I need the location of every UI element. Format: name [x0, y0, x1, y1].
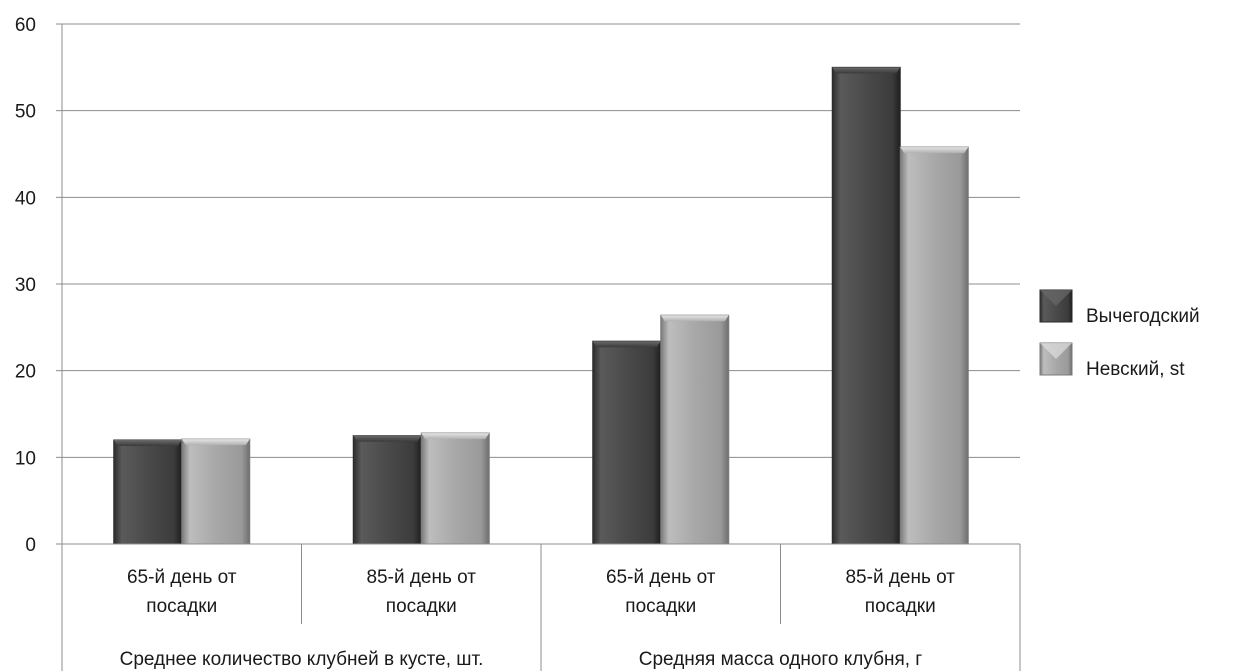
y-tick-label: 30: [15, 275, 36, 296]
bar-body: [831, 66, 901, 545]
y-tick-label: 50: [15, 102, 36, 123]
y-tick-label: 10: [15, 448, 36, 469]
bar-top-bevel: [900, 147, 969, 154]
bar: [660, 314, 730, 545]
y-axis: 0 10 20 30 40 50 60: [15, 15, 63, 556]
bar-body: [592, 340, 662, 545]
bar-body: [420, 432, 490, 545]
bar: [899, 146, 969, 545]
bar-top-bevel: [353, 435, 422, 442]
bar-body: [181, 438, 251, 545]
bar-top-bevel: [181, 439, 250, 446]
y-tick-label: 60: [15, 15, 36, 36]
group-label: Средняя масса одного клубня, г: [639, 649, 923, 670]
y-tick-label: 40: [15, 188, 36, 209]
bar: [113, 439, 183, 545]
category-label-line2: посадки: [386, 596, 457, 617]
bar-body: [113, 439, 183, 545]
y-tick-label: 0: [25, 535, 36, 556]
y-tick-label: 20: [15, 362, 36, 383]
legend-label: Вычегодский: [1086, 306, 1200, 327]
category-label-line1: 65-й день от: [606, 567, 716, 588]
bar-top-bevel: [113, 440, 182, 446]
bar-top-bevel: [832, 67, 901, 74]
bars: [113, 66, 969, 545]
legend-swatch-bevel: [1040, 290, 1072, 306]
x-axis: 65-й день от посадки 85-й день от посадки 65…: [61, 543, 1021, 671]
bar-body: [352, 435, 422, 545]
bar: [592, 340, 662, 545]
bar-body: [660, 314, 730, 545]
legend-swatch-bevel: [1040, 343, 1072, 359]
category-label-line1: 65-й день от: [127, 567, 237, 588]
bar: [420, 432, 490, 545]
bar: [831, 66, 901, 545]
legend-label: Невский, st: [1086, 359, 1185, 380]
legend: Вычегодский Невский, st: [1039, 289, 1200, 380]
bar-body: [899, 146, 969, 545]
bar-top-bevel: [660, 315, 729, 322]
bar-top-bevel: [421, 433, 490, 440]
bar: [181, 438, 251, 545]
bar: [352, 435, 422, 545]
category-label-line2: посадки: [865, 596, 936, 617]
category-label-line2: посадки: [146, 596, 217, 617]
category-label-line1: 85-й день от: [845, 567, 955, 588]
legend-item: Вычегодский: [1039, 289, 1200, 327]
group-label: Среднее количество клубней в кусте, шт.: [120, 649, 484, 670]
category-label-line2: посадки: [625, 596, 696, 617]
bar-top-bevel: [592, 341, 661, 348]
legend-item: Невский, st: [1039, 342, 1185, 380]
category-label-line1: 85-й день от: [366, 567, 476, 588]
